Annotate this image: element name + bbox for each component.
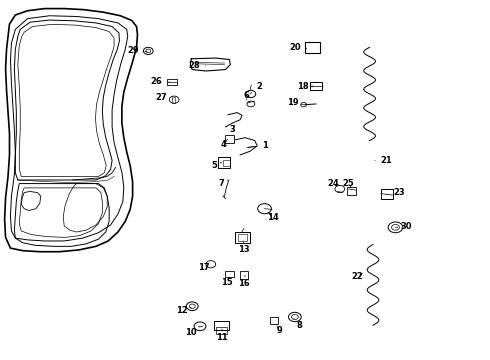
Text: 20: 20 [289, 43, 307, 52]
Text: 6: 6 [243, 91, 249, 100]
Text: 18: 18 [297, 82, 314, 91]
Text: 13: 13 [238, 241, 249, 255]
Bar [216, 327, 227, 334]
Text: 7: 7 [219, 179, 228, 188]
Text: 12: 12 [175, 306, 191, 315]
Text: 15: 15 [220, 278, 232, 287]
Bar [235, 231, 250, 243]
Bar [223, 159, 230, 166]
Bar [346, 187, 356, 195]
Text: 26: 26 [150, 77, 169, 86]
Bar [305, 42, 320, 53]
Bar [167, 79, 176, 85]
Text: 29: 29 [128, 46, 147, 55]
Text: 3: 3 [230, 125, 236, 134]
Text: 27: 27 [155, 93, 172, 102]
Text: 8: 8 [294, 318, 303, 330]
Bar [225, 271, 234, 277]
Text: 25: 25 [343, 179, 354, 188]
Text: 9: 9 [276, 326, 282, 335]
Bar [214, 321, 229, 330]
Text: 2: 2 [250, 82, 263, 94]
Bar [225, 135, 234, 143]
Bar [218, 157, 230, 168]
Text: 4: 4 [221, 139, 228, 149]
Text: 17: 17 [197, 264, 209, 273]
Text: 30: 30 [395, 222, 412, 231]
Bar [172, 97, 174, 103]
Text: 11: 11 [216, 329, 228, 342]
Text: 16: 16 [238, 275, 250, 288]
Bar [240, 271, 248, 279]
Text: 24: 24 [327, 179, 339, 188]
Bar [381, 189, 393, 199]
Text: 10: 10 [185, 327, 200, 337]
Bar [238, 234, 247, 241]
Text: 28: 28 [188, 61, 206, 70]
Text: 23: 23 [387, 188, 405, 197]
Bar [310, 82, 322, 90]
Text: 22: 22 [351, 272, 363, 281]
Text: 19: 19 [287, 98, 304, 107]
Text: 1: 1 [248, 141, 268, 150]
Text: 21: 21 [375, 156, 392, 165]
Bar [270, 317, 278, 324]
Text: 14: 14 [267, 212, 279, 222]
Text: 5: 5 [211, 161, 222, 170]
